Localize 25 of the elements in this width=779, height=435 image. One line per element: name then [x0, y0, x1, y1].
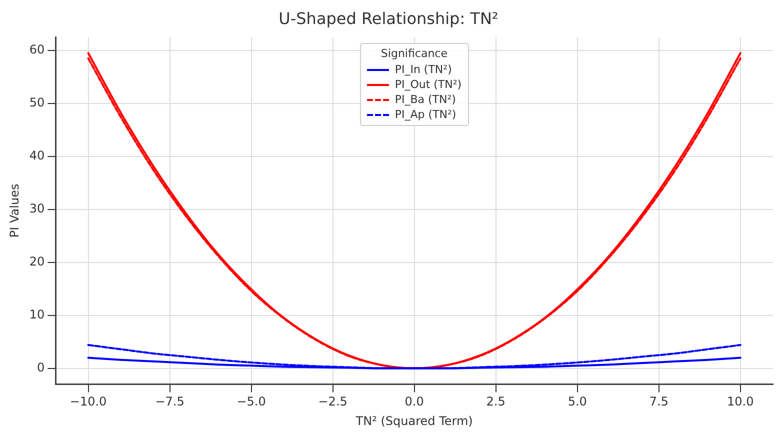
- x-tick-label: 10.0: [727, 394, 754, 409]
- x-tick-label: −10.0: [70, 394, 107, 409]
- x-tick-label: 2.5: [486, 394, 506, 409]
- x-tick-label: 5.0: [568, 394, 587, 409]
- x-tick-label: 0.0: [404, 394, 424, 409]
- line-series: [87, 344, 742, 370]
- x-tick-label: −2.5: [318, 394, 348, 409]
- y-tick-label: 10: [29, 307, 45, 322]
- y-tick-label: 0: [37, 360, 45, 374]
- legend-label: PI_Out (TN²): [394, 78, 462, 92]
- y-axis-title: PI Values: [7, 184, 22, 238]
- legend-title: Significance: [380, 47, 448, 60]
- legend-label: PI_Ba (TN²): [394, 93, 456, 106]
- y-tick-label: 30: [29, 202, 45, 216]
- y-tick-label: 50: [29, 96, 45, 110]
- x-tick-label: −7.5: [155, 394, 184, 409]
- legend-label: PI_In (TN²): [394, 63, 452, 76]
- legend-label: PI_Ap (TN²): [394, 108, 456, 122]
- x-tick-label: 7.5: [649, 394, 668, 409]
- y-tick-label: 20: [29, 254, 45, 268]
- chart-title: U-Shaped Relationship: TN²: [278, 8, 498, 28]
- x-axis-title: TN² (Squared Term): [354, 414, 473, 428]
- y-tick-label: 60: [29, 42, 45, 57]
- y-tick-label: 40: [29, 148, 45, 163]
- x-tick-label: −5.0: [236, 394, 266, 409]
